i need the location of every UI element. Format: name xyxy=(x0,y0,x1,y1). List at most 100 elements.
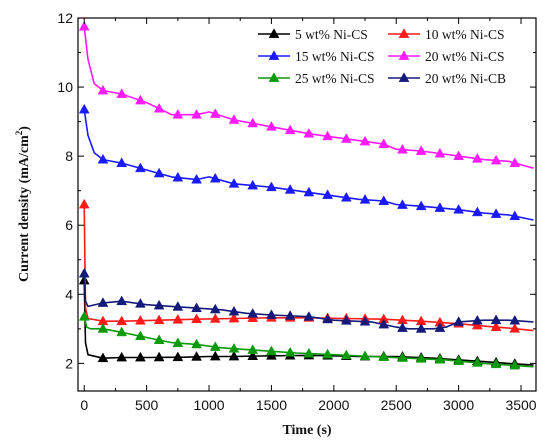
legend-item: 25 wt% Ni-CS xyxy=(258,71,375,86)
legend-item: 20 wt% Ni-CB xyxy=(388,71,506,86)
ticks-layer: 0 500 1000 1500 2000 2500 3000 3500 2 4 6 8 10 12 xyxy=(57,10,536,413)
data-point-marker xyxy=(471,206,483,217)
data-point-marker xyxy=(247,117,259,128)
data-point-marker xyxy=(135,315,146,325)
data-point-marker xyxy=(172,171,184,182)
x-axis-title: Time (s) xyxy=(282,423,331,438)
data-point-marker xyxy=(490,154,502,165)
data-point-marker xyxy=(378,351,390,361)
y-tick-label: 4 xyxy=(65,286,73,302)
legend-item: 10 wt% Ni-CS xyxy=(388,27,505,42)
data-point-marker xyxy=(172,337,184,347)
data-point-marker xyxy=(228,305,240,316)
y-axis-title-sup: 2 xyxy=(14,130,24,135)
legend-label: 5 wt% Ni-CS xyxy=(295,27,368,42)
legend-item: 15 wt% Ni-CS xyxy=(258,49,375,64)
data-point-marker xyxy=(172,351,184,362)
data-point-marker xyxy=(78,267,90,278)
data-point-marker xyxy=(97,153,109,164)
data-point-marker xyxy=(415,353,427,363)
data-point-marker xyxy=(509,323,521,333)
data-point-marker xyxy=(209,313,221,323)
x-tick-label: 3000 xyxy=(443,397,474,413)
data-point-marker xyxy=(359,315,371,326)
data-point-marker xyxy=(209,172,221,183)
legend-marker xyxy=(268,28,280,38)
data-point-marker xyxy=(153,351,165,362)
data-point-marker xyxy=(340,349,352,360)
data-point-marker xyxy=(434,353,446,364)
y-tick-label: 2 xyxy=(65,355,73,371)
data-point-marker xyxy=(434,322,446,332)
data-point-marker xyxy=(490,358,502,369)
data-point-marker xyxy=(490,314,502,325)
x-tick-label: 500 xyxy=(135,397,159,413)
data-point-marker xyxy=(303,127,315,138)
y-tick-label: 8 xyxy=(65,148,73,164)
data-point-marker xyxy=(453,203,464,214)
y-tick-label: 6 xyxy=(65,217,73,233)
data-point-marker xyxy=(153,167,165,178)
series-4 xyxy=(78,20,534,169)
data-point-marker xyxy=(415,323,427,333)
data-point-marker xyxy=(172,301,184,311)
data-point-marker xyxy=(434,202,446,212)
x-tick-label: 1000 xyxy=(193,397,224,413)
data-point-marker xyxy=(453,355,464,365)
data-point-marker xyxy=(322,189,333,199)
data-point-marker xyxy=(284,184,296,194)
legend-marker xyxy=(268,50,280,60)
data-point-marker xyxy=(434,147,446,158)
data-point-marker xyxy=(490,208,502,218)
x-tick-label: 2000 xyxy=(318,397,349,413)
data-point-marker xyxy=(509,157,521,167)
series-layer xyxy=(78,20,534,370)
y-axis-title-main: Current density (mA/cm xyxy=(17,135,32,282)
data-point-marker xyxy=(116,157,128,167)
data-point-marker xyxy=(266,345,277,356)
data-point-marker xyxy=(97,352,109,363)
data-point-marker xyxy=(509,210,521,221)
data-point-marker xyxy=(228,312,240,323)
data-point-marker xyxy=(378,318,390,329)
legend-label: 10 wt% Ni-CS xyxy=(425,27,505,42)
data-point-marker xyxy=(209,350,221,361)
data-point-marker xyxy=(340,133,352,143)
data-point-marker xyxy=(135,351,146,362)
data-point-marker xyxy=(191,338,202,349)
data-point-marker xyxy=(116,351,128,362)
data-point-marker xyxy=(340,191,352,202)
legend-label: 20 wt% Ni-CS xyxy=(425,49,505,64)
legend-label: 20 wt% Ni-CB xyxy=(425,71,506,86)
series-6 xyxy=(78,267,534,333)
data-point-marker xyxy=(453,150,464,161)
data-point-marker xyxy=(471,153,483,163)
data-point-marker xyxy=(453,316,464,326)
data-point-marker xyxy=(247,308,259,318)
data-point-marker xyxy=(266,121,277,131)
data-point-marker xyxy=(266,309,277,319)
data-point-marker xyxy=(415,200,427,211)
data-point-marker xyxy=(209,108,221,118)
legend-marker xyxy=(398,50,410,60)
data-point-marker xyxy=(378,195,390,205)
data-point-marker xyxy=(228,342,240,353)
data-point-marker xyxy=(303,347,315,358)
data-point-marker xyxy=(284,124,296,135)
data-point-marker xyxy=(228,350,240,361)
data-point-marker xyxy=(191,173,202,184)
data-point-marker xyxy=(153,314,165,325)
data-point-marker xyxy=(78,103,90,114)
data-point-marker xyxy=(135,162,146,173)
data-point-marker xyxy=(191,108,202,119)
y-tick-label: 12 xyxy=(57,10,73,26)
data-point-marker xyxy=(78,311,90,321)
data-point-marker xyxy=(284,346,296,357)
data-point-marker xyxy=(153,102,165,113)
series-3 xyxy=(78,103,534,221)
data-point-marker xyxy=(228,114,240,124)
data-point-marker xyxy=(490,321,502,331)
data-point-marker xyxy=(266,181,277,192)
data-point-marker xyxy=(172,313,184,324)
x-tick-label: 3500 xyxy=(505,397,536,413)
